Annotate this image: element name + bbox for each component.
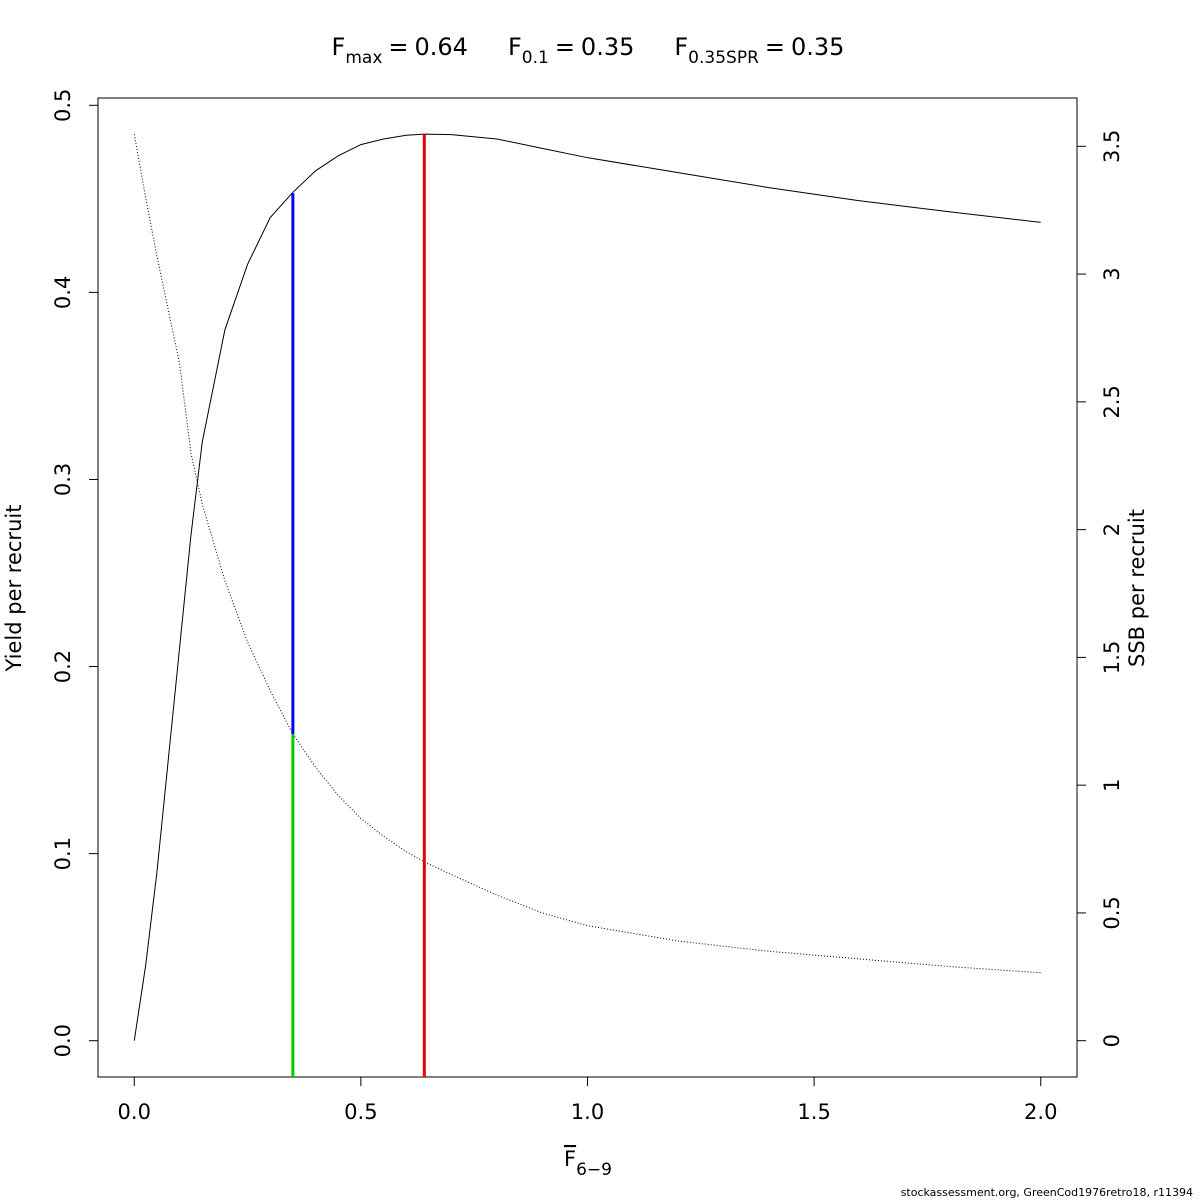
y2-tick-label: 0 bbox=[1100, 1034, 1124, 1047]
y-tick-label: 0.4 bbox=[51, 276, 75, 309]
y2-tick-label: 1.5 bbox=[1100, 641, 1124, 674]
footer: stockassessment.org, GreenCod1976retro18… bbox=[901, 1186, 1193, 1199]
y2-tick-label: 3 bbox=[1100, 267, 1124, 280]
title-relation: = bbox=[555, 33, 575, 61]
y-tick-label: 0.0 bbox=[51, 1024, 75, 1057]
y2-tick-label: 2 bbox=[1100, 523, 1124, 536]
y-axis-label: Yield per recruit bbox=[2, 505, 26, 673]
chart-title: Fmax = 0.64 F0.1 = 0.35 F0.35SPR = 0.35 bbox=[332, 33, 845, 68]
title-value: 0.35 bbox=[791, 33, 844, 61]
title-subscript: 0.1 bbox=[522, 48, 549, 68]
plot-frame bbox=[97, 97, 1078, 1078]
y2-tick-label: 0.5 bbox=[1100, 896, 1124, 929]
title-relation: = bbox=[388, 33, 408, 61]
y-tick-label: 0.1 bbox=[51, 837, 75, 870]
y-tick-label: 0.5 bbox=[51, 89, 75, 122]
curve bbox=[133, 133, 1041, 1041]
x-tick-label: 1.5 bbox=[797, 1100, 830, 1124]
title-value: 0.64 bbox=[415, 33, 468, 61]
x-label-subscript: 6−9 bbox=[576, 1160, 612, 1180]
title-symbol: F bbox=[332, 33, 346, 61]
title-value: 0.35 bbox=[581, 33, 634, 61]
x-axis-label: F6−9 bbox=[564, 1147, 612, 1180]
x-tick-label: 2.0 bbox=[1024, 1100, 1057, 1124]
y2-tick-label: 3.5 bbox=[1100, 130, 1124, 163]
title-symbol: F bbox=[508, 33, 522, 61]
title-symbol: F bbox=[674, 33, 688, 61]
x-tick-label: 0.5 bbox=[344, 1100, 377, 1124]
y2-tick-label: 1 bbox=[1100, 778, 1124, 791]
y-tick-label: 0.2 bbox=[51, 650, 75, 683]
y2-axis-label: SSB per recruit bbox=[1125, 509, 1149, 667]
x-tick-label: 0.0 bbox=[118, 1100, 151, 1124]
title-subscript: max bbox=[345, 48, 382, 68]
y-tick-label: 0.3 bbox=[51, 463, 75, 496]
title-relation: = bbox=[765, 33, 785, 61]
title-subscript: 0.35SPR bbox=[688, 48, 759, 68]
x-label-symbol: F bbox=[564, 1147, 576, 1171]
curve bbox=[133, 134, 1041, 974]
y2-tick-label: 2.5 bbox=[1100, 385, 1124, 418]
x-tick-label: 1.0 bbox=[571, 1100, 604, 1124]
